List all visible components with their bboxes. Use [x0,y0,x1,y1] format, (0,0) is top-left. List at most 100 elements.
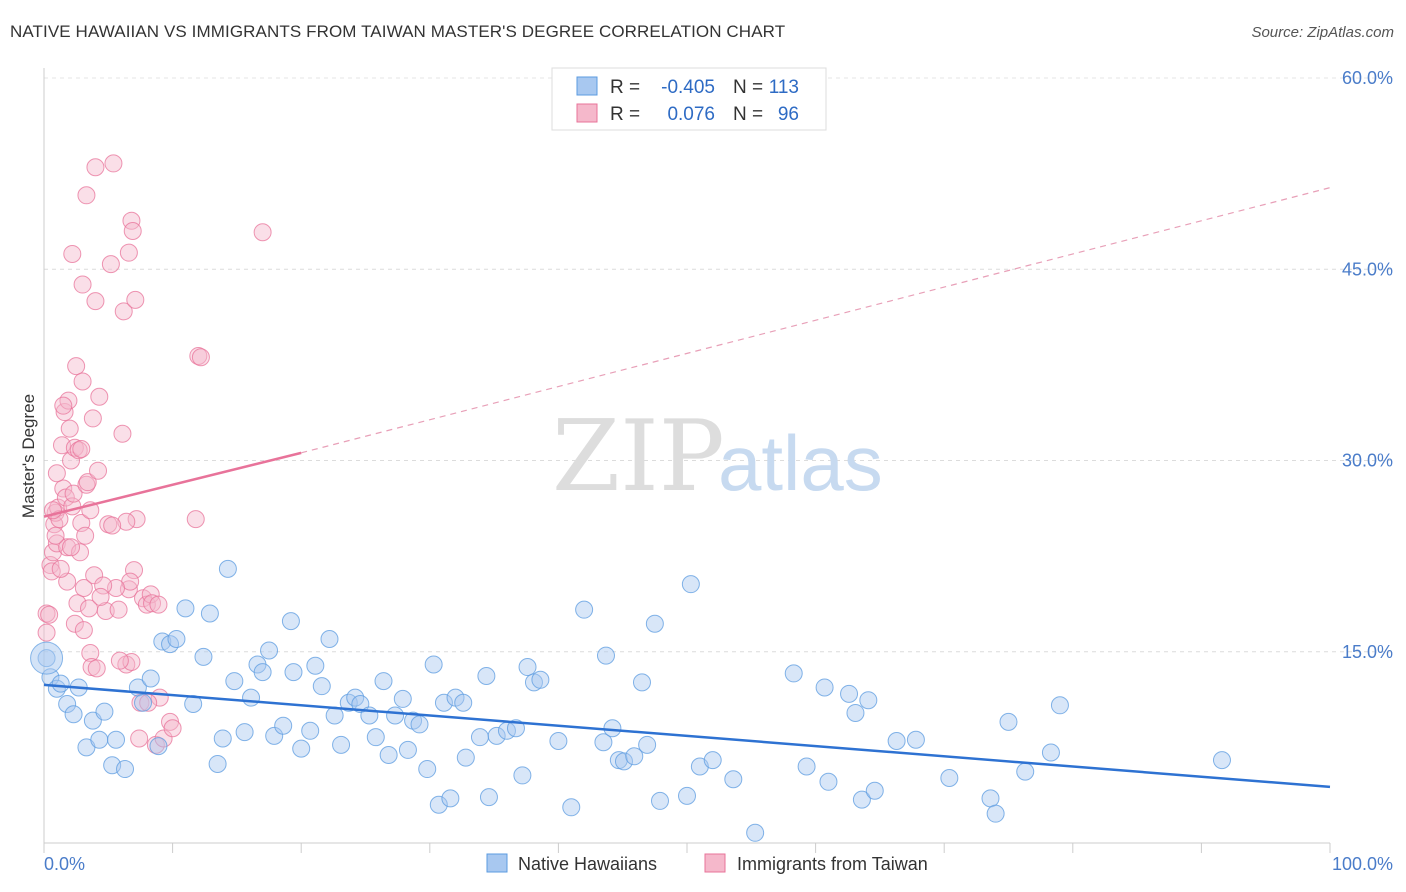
data-point-taiwan [104,154,123,173]
legend-n-value: 113 [769,77,799,98]
data-point-hawaiian [1212,751,1231,770]
data-point-taiwan [123,222,142,240]
data-point-taiwan [110,651,129,670]
data-point-hawaiian [149,737,168,756]
data-point-hawaiian [846,703,865,722]
data-point-taiwan [47,534,66,553]
data-point-taiwan [125,561,144,580]
data-point-hawaiian [90,730,109,749]
watermark-atlas: atlas [718,419,883,507]
data-point-taiwan [191,348,210,367]
chart-title: NATIVE HAWAIIAN VS IMMIGRANTS FROM TAIWA… [10,22,786,41]
legend-n-label: N = [733,77,763,98]
data-point-hawaiian [625,747,644,766]
data-point-taiwan [126,290,145,309]
data-point-taiwan [59,391,78,410]
legend-r-label: R = [610,77,640,98]
data-point-hawaiian [638,735,657,754]
data-point-hawaiian [410,715,429,734]
axes [43,68,1331,853]
data-point-hawaiian [208,754,227,773]
data-point-hawaiian [594,733,613,752]
data-point-hawaiian [815,678,834,697]
data-point-hawaiian [429,795,448,814]
trend-line-taiwan-solid [43,451,302,518]
data-point-taiwan [117,512,136,531]
data-point-hawaiian [51,674,70,693]
data-point-taiwan [64,484,83,503]
data-point-hawaiian [441,789,460,808]
data-point-hawaiian [374,672,393,691]
bottom-legend-label: Native Hawaiians [518,854,657,874]
series-immigrants-from-taiwan [37,154,272,754]
y-axis-label: Master's Degree [19,394,38,518]
data-point-taiwan [122,652,141,671]
data-point-taiwan [113,424,132,443]
data-point-hawaiian [393,689,412,708]
trend-lines [43,187,1331,789]
data-point-hawaiian [531,670,550,689]
data-point-taiwan [119,580,138,599]
data-point-hawaiian [797,757,816,776]
data-point-hawaiian [58,695,77,714]
data-point-hawaiian [379,746,398,765]
data-point-hawaiian [454,693,473,712]
data-point-taiwan [73,372,92,391]
data-point-hawaiian [141,669,160,688]
data-point-hawaiian [312,677,331,696]
data-point-hawaiian [64,705,83,724]
data-point-hawaiian [456,748,475,767]
data-point-taiwan [96,601,115,620]
data-point-hawaiian [213,729,232,748]
data-point-taiwan [51,559,70,578]
data-point-hawaiian [819,772,838,791]
data-point-taiwan [67,357,86,376]
data-point-hawaiian [477,666,496,685]
data-point-taiwan [91,587,110,606]
watermark-zip: ZIP [552,400,725,514]
data-point-taiwan [71,543,90,562]
legend-r-value: 0.076 [667,104,715,125]
data-point-hawaiian [632,673,651,692]
data-point-taiwan [68,594,87,613]
data-point-hawaiian [784,664,803,683]
data-point-taiwan [37,623,56,642]
data-point-hawaiian [865,781,884,800]
legend-box [551,67,827,131]
data-point-hawaiian [274,716,293,735]
data-point-hawaiian [253,663,272,682]
data-point-taiwan [74,579,93,597]
data-point-hawaiian [506,719,525,738]
data-point-taiwan [86,158,105,177]
data-point-hawaiian [292,739,311,758]
series-native-hawaiians [30,559,1231,842]
data-point-hawaiian [320,630,339,648]
data-point-taiwan [54,396,73,415]
trend-line-hawaiian [43,683,1331,789]
data-point-hawaiian [479,788,498,807]
data-point-hawaiian [614,752,633,771]
data-point-hawaiian [596,646,615,665]
x-tick-label: 100.0% [1332,854,1393,874]
data-point-taiwan [163,719,182,738]
data-point-hawaiian [852,790,871,809]
data-point-hawaiian [424,655,443,674]
data-point-hawaiian [940,768,959,787]
y-tick-label: 15.0% [1342,642,1393,662]
data-point-taiwan [90,387,109,406]
data-point-hawaiian [1041,743,1060,762]
data-point-taiwan [89,461,108,480]
data-point-taiwan [74,621,93,640]
data-point-taiwan [94,576,113,595]
data-point-hawaiian [840,684,859,703]
data-point-hawaiian [398,740,417,759]
bottom-legend-swatch-blue [486,853,508,873]
data-point-taiwan [143,594,162,613]
data-point-hawaiian [116,760,135,779]
legend-n-label: N = [733,104,763,125]
data-point-taiwan [186,510,205,529]
data-point-taiwan [55,403,74,422]
data-point-hawaiian [518,658,537,677]
bottom-legend-swatch-pink [704,853,726,873]
